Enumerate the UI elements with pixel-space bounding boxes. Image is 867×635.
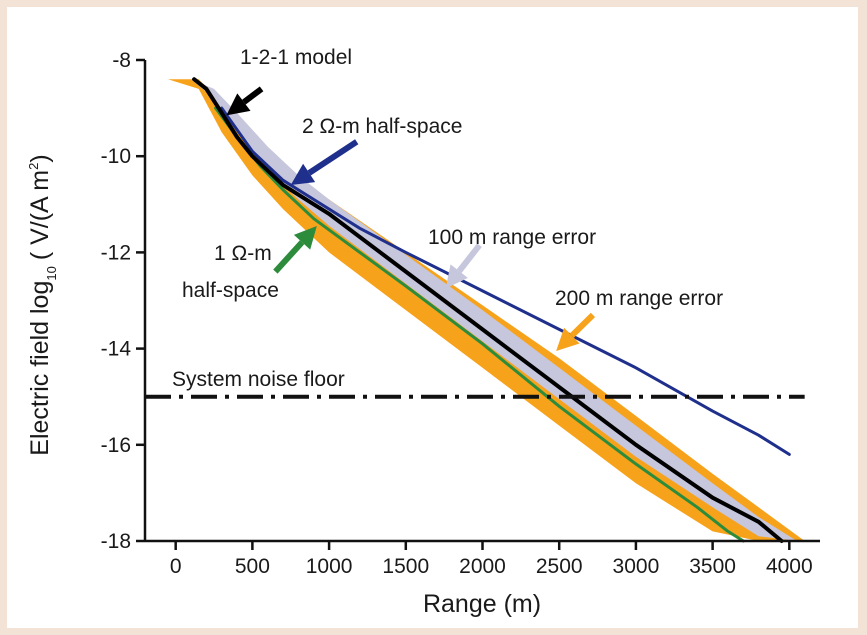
annotation-arrow-head-a2om — [290, 163, 316, 186]
annotation-label-1-2-1-model: 1-2-1 model — [240, 46, 352, 69]
annotation-arrow-shaft-a1om — [273, 240, 305, 274]
annotation-arrow-head-a100 — [445, 264, 468, 289]
x-tick-label: 2000 — [459, 555, 506, 578]
y-axis-title-subscript: 10 — [44, 266, 59, 280]
annotation-label-200m-range-error: 200 m range error — [555, 287, 723, 310]
x-tick-label: 1500 — [382, 555, 429, 578]
y-axis-title: Electric field log10 ( V/(A m2) — [26, 154, 59, 455]
x-tick-label: 500 — [235, 555, 270, 578]
annotation-arrow-shaft-a2om — [307, 139, 359, 176]
y-axis-title-main: Electric field log — [26, 281, 54, 456]
noise-floor-label: System noise floor — [172, 368, 345, 391]
y-axis-title-close: ) — [26, 154, 54, 162]
annotation-label-1-ohm: 1 Ω-m — [214, 242, 272, 265]
series-line-1-2-1-model — [192, 77, 784, 543]
y-tick-label: -12 — [101, 241, 131, 264]
y-axis-title-superscript: 2 — [26, 163, 41, 170]
x-axis-title: Range (m) — [423, 590, 541, 618]
y-tick-label: -10 — [101, 145, 131, 168]
annotation-arrow-head-a1om — [293, 225, 317, 250]
annotation-arrow-shaft-a100 — [456, 243, 482, 273]
annotation-label-2-ohm-half-space: 2 Ω-m half-space — [302, 115, 462, 138]
x-tick-label: 0 — [170, 555, 182, 578]
x-tick-label: 3500 — [689, 555, 736, 578]
x-tick-label: 3000 — [613, 555, 660, 578]
x-tick-label: 1000 — [306, 555, 353, 578]
annotation-arrow-shaft-a200 — [569, 312, 596, 338]
y-tick-label: -14 — [101, 338, 132, 361]
series-line-2-ohm-m-half-space — [220, 106, 791, 456]
x-tick-label: 4000 — [766, 555, 813, 578]
annotation-label-100m-range-error: 100 m range error — [428, 226, 596, 249]
y-axis-title-unit: ( V/(A m — [26, 170, 54, 260]
annotation-arrow-shaft-a121 — [242, 86, 264, 105]
annotation-label-half-space: half-space — [182, 279, 279, 302]
y-tick-label: -18 — [101, 530, 131, 553]
y-tick-label: -8 — [112, 49, 131, 72]
series-band-200-m-range-error — [168, 79, 805, 541]
x-tick-label: 2500 — [536, 555, 583, 578]
annotation-arrow-head-a200 — [556, 327, 580, 352]
annotation-arrow-head-a121 — [226, 93, 251, 116]
y-tick-label: -16 — [101, 434, 131, 457]
